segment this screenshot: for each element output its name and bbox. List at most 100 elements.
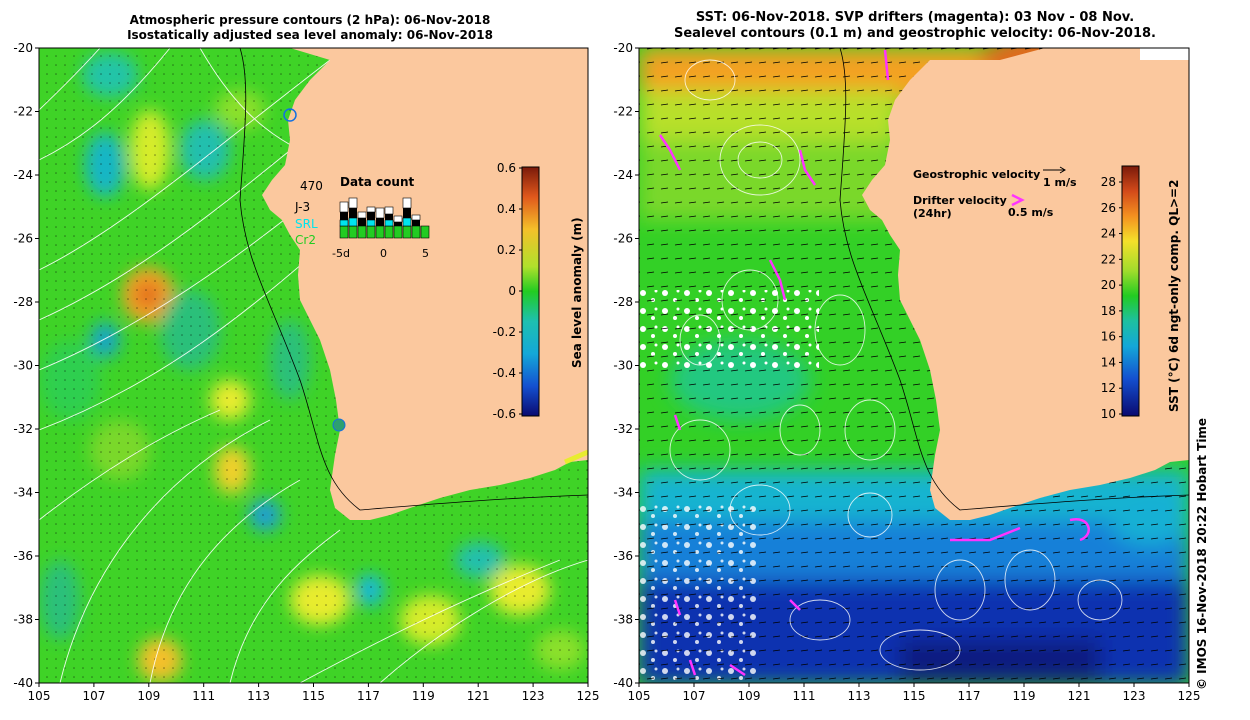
histogram-bar-j3 (367, 212, 375, 220)
data-count-inset: Data count 470 J-3 SRL Cr2 -5d 0 5 (294, 175, 430, 260)
left-x-tick-119: 119 (412, 689, 435, 703)
histogram-bar-cr2 (384, 225, 394, 239)
right-x-tick-113: 113 (848, 689, 871, 703)
left-x-tick-125: 125 (577, 689, 600, 703)
left-x-tick-111: 111 (192, 689, 215, 703)
right-x-tick-111: 111 (793, 689, 816, 703)
right-x-tick-125: 125 (1178, 689, 1201, 703)
sla-tick-0.4: 0.4 (497, 202, 516, 216)
histogram-bar-srl (384, 219, 394, 227)
histogram-bar-j3 (412, 220, 420, 226)
histogram-bar-other (402, 197, 412, 209)
histogram-bar-j3 (394, 222, 402, 226)
histogram-bar-cr2 (420, 225, 430, 239)
right-y-tick--40: -40 (613, 676, 633, 690)
histogram-bar-j3 (358, 218, 366, 226)
sst-tick-16: 16 (1101, 330, 1116, 344)
right-title: SST: 06-Nov-2018. SVP drifters (magenta)… (640, 10, 1190, 42)
left-y-ticks: -20 -22 -24 -26 -28 -30 -32 -34 -36 -38 -40 (13, 41, 39, 690)
left-x-tick-105: 105 (28, 689, 51, 703)
right-x-tick-121: 121 (1068, 689, 1091, 703)
left-y-tick--26: -26 (13, 232, 33, 246)
left-y-tick--28: -28 (13, 295, 33, 309)
sst-tick-14: 14 (1101, 355, 1116, 369)
sla-tick-0.2: 0.2 (497, 243, 516, 257)
drifter-arrow-icon (1011, 193, 1025, 207)
right-y-tick--38: -38 (613, 613, 633, 627)
sla-colorbar-ticks: 0.6 0.4 0.2 0 -0.2 -0.4 -0.6 (493, 161, 522, 421)
left-y-tick--20: -20 (13, 41, 33, 55)
geo-velocity-arrow-icon (1043, 166, 1066, 174)
histogram-bar-other (375, 207, 385, 219)
histogram-bar-cr2 (393, 225, 403, 239)
left-y-tick--22: -22 (13, 105, 33, 119)
histogram-bar-other (366, 206, 376, 213)
histogram-bar-other (411, 214, 421, 221)
data-count-title: Data count (340, 175, 415, 189)
right-y-tick--22: -22 (613, 105, 633, 119)
left-title-line1: Atmospheric pressure contours (2 hPa): 0… (129, 13, 491, 27)
sst-colorbar-ticks: 28 26 24 22 20 18 16 14 12 10 (1101, 175, 1122, 421)
histogram-bar-srl (402, 217, 412, 227)
right-x-tick-117: 117 (958, 689, 981, 703)
right-x-tick-115: 115 (903, 689, 926, 703)
right-y-tick--24: -24 (613, 168, 633, 182)
sla-tick--0.6: -0.6 (493, 407, 516, 421)
sla-tick-0.6: 0.6 (497, 161, 516, 175)
left-y-tick--30: -30 (13, 359, 33, 373)
left-y-tick--32: -32 (13, 422, 33, 436)
drifter-velocity-label2: (24hr) (913, 207, 952, 220)
right-x-tick-119: 119 (1013, 689, 1036, 703)
imos-credit: © IMOS 16-Nov-2018 20:22 Hobart Time (1195, 417, 1209, 690)
right-x-ticks: 105 107 109 111 113 115 117 119 121 123 125 (628, 683, 1201, 703)
sst-colorbar (1121, 165, 1140, 417)
right-y-tick--26: -26 (613, 232, 633, 246)
right-x-tick-107: 107 (683, 689, 706, 703)
histogram-bar-cr2 (411, 225, 421, 239)
data-count-histogram (339, 197, 430, 239)
australia-land-sst (862, 48, 1189, 520)
left-y-tick--34: -34 (13, 486, 33, 500)
sst-tick-28: 28 (1101, 175, 1116, 189)
right-y-tick--28: -28 (613, 295, 633, 309)
geo-velocity-label: Geostrophic velocity (913, 168, 1040, 181)
sla-tick-0: 0 (508, 284, 516, 298)
data-count-xtick-2: 0 (380, 247, 387, 260)
right-y-ticks: -20 -22 -24 -26 -28 -30 -32 -34 -36 -38 -40 (613, 41, 639, 690)
left-x-tick-115: 115 (302, 689, 325, 703)
right-y-tick--34: -34 (613, 486, 633, 500)
right-x-tick-105: 105 (628, 689, 651, 703)
source-srl: SRL (295, 217, 318, 231)
data-count-total: 470 (300, 179, 323, 193)
histogram-bar-other (357, 211, 367, 219)
histogram-bar-other (393, 215, 403, 223)
right-y-tick--30: -30 (613, 359, 633, 373)
sla-colorbar (521, 166, 540, 417)
sst-tick-24: 24 (1101, 227, 1116, 241)
left-x-tick-113: 113 (247, 689, 270, 703)
histogram-bar-j3 (349, 208, 357, 218)
australia-land (262, 48, 588, 520)
sst-tick-26: 26 (1101, 201, 1116, 215)
right-x-tick-123: 123 (1123, 689, 1146, 703)
histogram-bar-cr2 (366, 225, 376, 239)
histogram-bar-srl (348, 217, 358, 227)
left-x-tick-107: 107 (82, 689, 105, 703)
histogram-bar-other (348, 197, 358, 209)
histogram-bar-cr2 (402, 225, 412, 239)
histogram-bar-srl (366, 219, 376, 227)
histogram-bar-j3 (340, 212, 348, 220)
right-y-tick--36: -36 (613, 549, 633, 563)
right-y-tick--20: -20 (613, 41, 633, 55)
data-count-xtick-1: -5d (332, 247, 350, 260)
left-y-tick--38: -38 (13, 613, 33, 627)
left-title-line2: Isostatically adjusted sea level anomaly… (127, 28, 493, 42)
right-title-line2: Sealevel contours (0.1 m) and geostrophi… (674, 26, 1156, 41)
drifter-velocity-scale: 0.5 m/s (1008, 206, 1054, 219)
left-x-tick-121: 121 (467, 689, 490, 703)
right-x-tick-109: 109 (738, 689, 761, 703)
histogram-bar-srl (339, 219, 349, 227)
histogram-bar-cr2 (339, 225, 349, 239)
histogram-bar-other (339, 201, 349, 213)
left-y-tick--36: -36 (13, 549, 33, 563)
